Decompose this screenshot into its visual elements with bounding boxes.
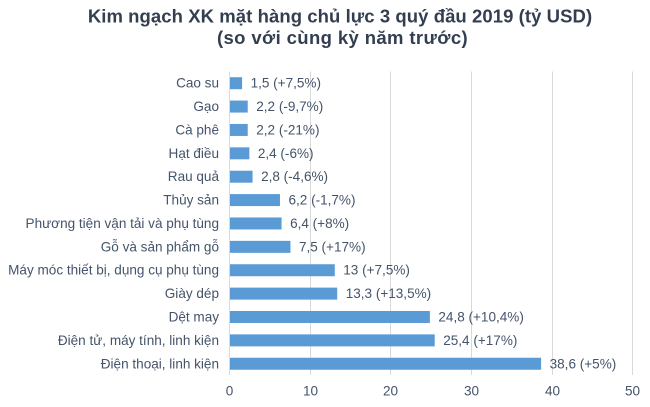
svg-text:Máy móc thiết bị, dụng cụ phụ: Máy móc thiết bị, dụng cụ phụ tùng [8, 263, 219, 278]
svg-text:Cà phê: Cà phê [175, 122, 219, 137]
svg-text:2,8 (-4,6%): 2,8 (-4,6%) [261, 169, 328, 184]
svg-text:13 (+7,5%): 13 (+7,5%) [343, 263, 410, 278]
svg-text:2,2 (-21%): 2,2 (-21%) [256, 122, 319, 137]
svg-text:0: 0 [226, 384, 234, 399]
svg-text:(so với cùng kỳ năm trước): (so với cùng kỳ năm trước) [217, 27, 468, 48]
svg-text:10: 10 [303, 384, 318, 399]
svg-text:24,8 (+10,4%): 24,8 (+10,4%) [438, 309, 523, 324]
svg-text:50: 50 [625, 384, 640, 399]
svg-text:40: 40 [545, 384, 560, 399]
svg-text:20: 20 [383, 384, 398, 399]
svg-text:Dệt may: Dệt may [169, 309, 220, 324]
svg-text:Phương tiện vận tải và phụ tùn: Phương tiện vận tải và phụ tùng [26, 216, 219, 231]
svg-text:25,4 (+17%): 25,4 (+17%) [443, 333, 517, 348]
svg-text:Giày dép: Giày dép [165, 286, 219, 301]
svg-text:6,2 (-1,7%): 6,2 (-1,7%) [288, 193, 355, 208]
svg-text:Cao su: Cao su [176, 76, 219, 91]
svg-text:13,3 (+13,5%): 13,3 (+13,5%) [346, 286, 431, 301]
svg-text:7,5 (+17%): 7,5 (+17%) [299, 239, 366, 254]
svg-text:Hạt điều: Hạt điều [169, 146, 219, 161]
svg-text:Thủy sản: Thủy sản [163, 193, 219, 208]
svg-text:Điện thoại, linh kiện: Điện thoại, linh kiện [101, 356, 219, 371]
svg-text:38,6 (+5%): 38,6 (+5%) [550, 356, 617, 371]
svg-text:Kim ngạch XK mặt hàng chủ lực: Kim ngạch XK mặt hàng chủ lực 3 quý đầu … [88, 5, 592, 26]
svg-text:Gỗ và sản phẩm gỗ: Gỗ và sản phẩm gỗ [101, 239, 219, 254]
svg-text:Rau quả: Rau quả [168, 169, 220, 184]
svg-text:1,5 (+7,5%): 1,5 (+7,5%) [251, 76, 321, 91]
svg-text:6,4 (+8%): 6,4 (+8%) [290, 216, 349, 231]
svg-text:2,4 (-6%): 2,4 (-6%) [258, 146, 314, 161]
svg-text:Điện tử, máy tính, linh kiện: Điện tử, máy tính, linh kiện [58, 333, 219, 348]
svg-text:30: 30 [464, 384, 479, 399]
svg-text:2,2 (-9,7%): 2,2 (-9,7%) [256, 99, 323, 114]
svg-text:Gạo: Gạo [193, 99, 219, 114]
